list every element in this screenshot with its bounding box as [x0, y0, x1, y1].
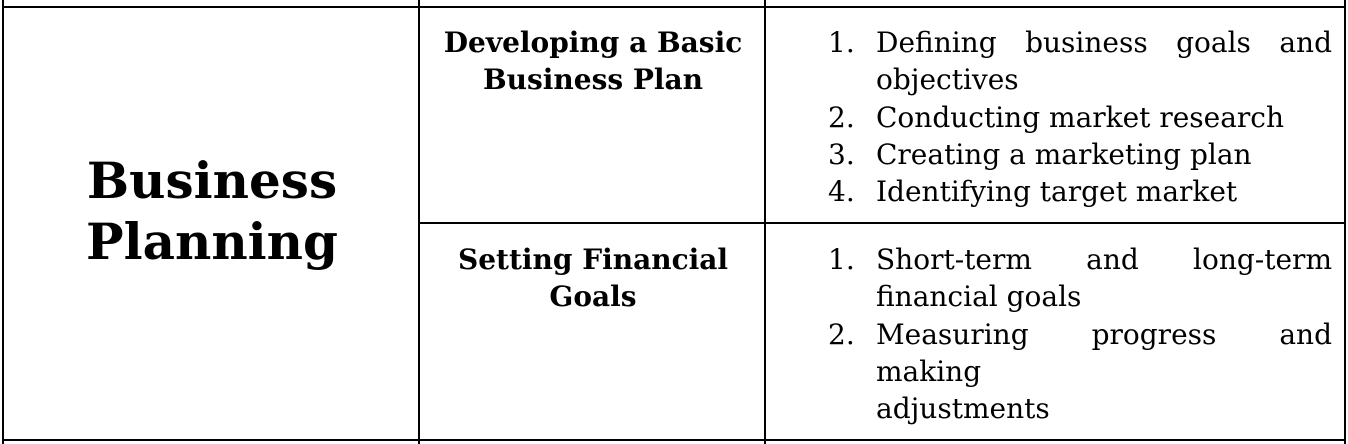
table-top-border [2, 6, 1346, 8]
list-item-number: 2. [828, 100, 855, 134]
list-item-text-line-2: adjustments [876, 392, 1050, 426]
list-item-number: 2. [828, 317, 855, 351]
table-bottom-border [2, 439, 1346, 441]
list-item-text-line-1: Short-term and long-term [876, 243, 1332, 276]
subtopic-heading-line-2: Business Plan [482, 63, 704, 96]
subtopic-heading-line-1: Setting Financial [457, 243, 729, 276]
list-item-text-line-2: objectives [876, 63, 1019, 97]
list-item: 2. Measuring progress and making adjustm… [820, 316, 1332, 428]
list-item-number: 1. [828, 243, 855, 276]
list-item-number: 3. [828, 137, 855, 171]
list-item-text-line-1: Measuring progress and making [876, 317, 1332, 388]
business-plan-list: 1. Defining business goals and objective… [820, 24, 1332, 210]
list-item-text-line-1: Defining business goals and [876, 26, 1332, 59]
section-title-line-2: Planning [85, 212, 338, 271]
column-divider-2 [764, 0, 766, 444]
subtopic-heading-financial-goals: Setting Financial Goals [424, 241, 762, 315]
table-left-border [2, 0, 4, 444]
list-item-number: 4. [828, 175, 855, 209]
column-divider-1 [418, 0, 420, 444]
section-title-line-1: Business [86, 151, 338, 210]
list-item: 1. Short-term and long-term financial go… [820, 241, 1332, 316]
financial-goals-list: 1. Short-term and long-term financial go… [820, 241, 1332, 427]
list-item: 4. Identifying target market [820, 173, 1332, 210]
list-item-number: 1. [828, 26, 855, 59]
list-item-text: Identifying target market [876, 175, 1238, 209]
list-item: 2. Conducting market research [820, 99, 1332, 136]
subtopic-heading-business-plan: Developing a Basic Business Plan [424, 24, 762, 98]
table-right-border [1344, 0, 1346, 444]
list-item-text-line-2: financial goals [876, 280, 1082, 314]
section-title: Business Planning [6, 150, 418, 272]
list-item: 1. Defining business goals and objective… [820, 24, 1332, 99]
row-divider [419, 222, 1346, 224]
subtopic-heading-line-1: Developing a Basic [443, 26, 743, 59]
list-item: 3. Creating a marketing plan [820, 136, 1332, 173]
subtopic-heading-line-2: Goals [549, 280, 637, 313]
list-item-text: Conducting market research [876, 100, 1285, 134]
list-item-text: Creating a marketing plan [876, 137, 1252, 171]
